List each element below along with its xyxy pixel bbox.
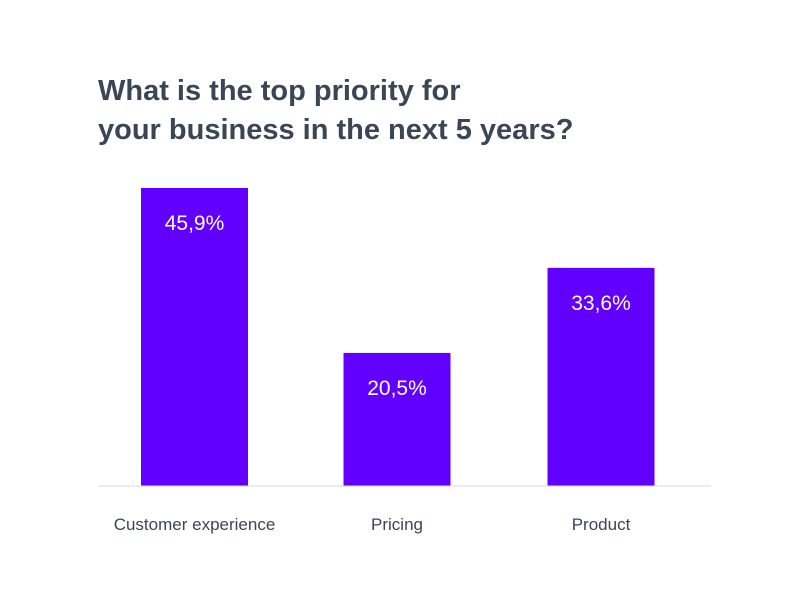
bar-product (547, 267, 655, 486)
bar-customer-experience (141, 188, 248, 486)
category-label: Pricing (371, 515, 423, 534)
bar-pricing (343, 352, 451, 486)
bar-value-label: 20,5% (367, 377, 427, 400)
category-label: Product (572, 515, 631, 534)
chart-title: What is the top priority for your busine… (98, 72, 718, 150)
chart-title-line-2: your business in the next 5 years? (98, 114, 574, 146)
bar-value-label: 33,6% (571, 292, 631, 315)
category-label: Customer experience (114, 515, 276, 534)
category-labels-layer: Customer experience Pricing Product (114, 515, 631, 534)
bar-value-label: 45,9% (165, 212, 225, 235)
bars-layer: 45,9% 20,5% 33,6% (141, 188, 655, 486)
chart-title-line-1: What is the top priority for (98, 75, 461, 107)
